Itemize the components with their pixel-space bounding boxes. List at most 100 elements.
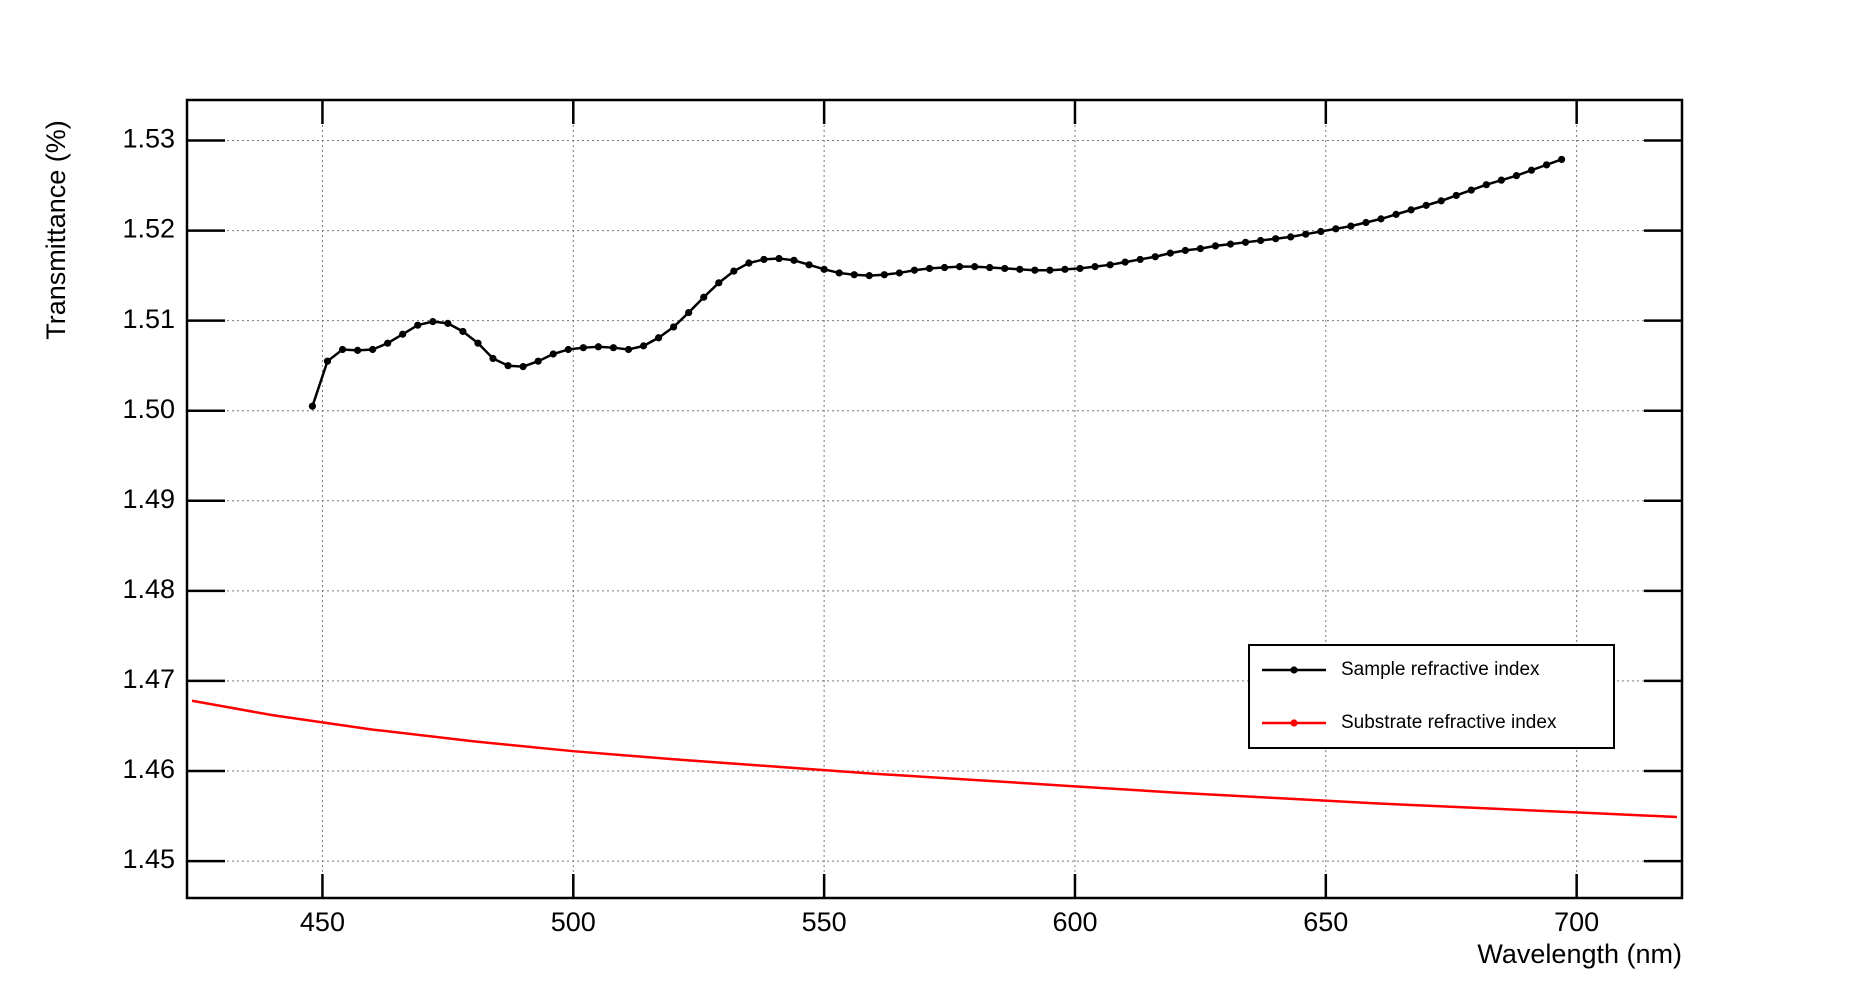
data-point <box>459 327 467 336</box>
y-tick-label: 1.49 <box>122 484 175 514</box>
data-point <box>670 323 678 331</box>
data-point <box>835 269 843 277</box>
data-point <box>910 266 919 274</box>
data-point <box>685 308 693 317</box>
data-point <box>971 263 979 271</box>
data-point <box>338 345 347 354</box>
data-point <box>1452 191 1460 200</box>
legend-box <box>1248 644 1615 749</box>
y-tick-label: 1.46 <box>122 754 175 784</box>
data-point <box>1287 233 1295 241</box>
data-point <box>925 264 934 273</box>
data-point <box>850 271 858 279</box>
x-tick-label: 700 <box>1554 907 1599 937</box>
data-point <box>775 254 783 263</box>
x-tick-label: 550 <box>802 907 847 937</box>
data-point <box>1542 161 1551 169</box>
data-point <box>474 339 482 347</box>
data-point <box>880 271 888 279</box>
data-point <box>1226 240 1235 248</box>
data-point <box>609 344 618 352</box>
data-point <box>1106 261 1114 269</box>
data-point <box>940 263 949 272</box>
data-point <box>1557 155 1566 164</box>
data-point <box>1166 249 1174 257</box>
data-point <box>955 263 964 271</box>
data-point <box>384 339 392 347</box>
data-point <box>1437 197 1445 205</box>
data-point <box>1392 210 1400 218</box>
y-axis-title: Transmittance (%) <box>41 120 71 340</box>
data-point <box>1482 181 1490 189</box>
data-point <box>865 272 873 280</box>
data-point <box>654 334 663 342</box>
data-point <box>1302 230 1310 238</box>
y-tick-label: 1.50 <box>122 394 175 424</box>
data-point <box>1136 255 1144 264</box>
data-point <box>1317 227 1325 236</box>
data-point <box>549 350 557 358</box>
data-point <box>429 317 437 326</box>
data-point <box>444 319 452 327</box>
data-point <box>820 265 828 273</box>
data-point <box>1332 225 1340 233</box>
data-point <box>323 357 332 365</box>
series-line <box>311 158 1563 407</box>
data-point <box>1422 201 1430 209</box>
data-point <box>1512 172 1521 180</box>
data-point <box>1362 218 1370 227</box>
y-tick-label: 1.45 <box>122 844 175 874</box>
y-tick-label: 1.48 <box>122 574 175 604</box>
data-point <box>1196 245 1204 253</box>
data-point <box>1211 242 1220 250</box>
data-point <box>1467 186 1475 194</box>
data-point <box>1091 263 1099 271</box>
data-point <box>700 293 708 301</box>
data-point <box>489 354 497 363</box>
data-point <box>1181 246 1189 255</box>
x-axis-title: Wavelength (nm) <box>1477 939 1682 969</box>
data-point <box>1407 206 1415 214</box>
data-point <box>534 357 542 365</box>
data-point <box>1272 235 1280 243</box>
data-point <box>790 256 798 264</box>
data-point <box>895 269 903 277</box>
x-tick-label: 500 <box>551 907 596 937</box>
data-point <box>1016 265 1024 273</box>
data-point <box>624 345 633 354</box>
data-point <box>639 342 648 350</box>
data-point <box>1061 265 1069 273</box>
data-point <box>504 362 512 370</box>
y-tick-label: 1.47 <box>122 664 175 694</box>
data-point <box>594 343 602 351</box>
plot-frame <box>185 98 1684 900</box>
data-point <box>399 330 407 338</box>
data-point <box>519 363 527 371</box>
data-point <box>1241 238 1250 246</box>
legend-label: Sample refractive index <box>1341 659 1540 680</box>
data-point <box>1001 264 1009 273</box>
data-point <box>308 402 317 410</box>
y-tick-label: 1.53 <box>122 124 175 154</box>
data-point <box>1256 236 1265 245</box>
legend-marker <box>1290 719 1298 727</box>
data-point <box>369 345 377 354</box>
data-point <box>564 345 572 354</box>
data-point <box>1347 222 1355 230</box>
data-point <box>1031 266 1039 274</box>
data-point <box>353 346 362 354</box>
data-point <box>1151 253 1159 261</box>
legend-marker <box>1290 666 1298 674</box>
data-point <box>805 261 813 269</box>
x-tick-label: 450 <box>300 907 345 937</box>
data-point <box>730 267 738 275</box>
y-tick-label: 1.52 <box>122 214 175 244</box>
data-point <box>760 255 768 264</box>
x-tick-label: 600 <box>1052 907 1097 937</box>
data-point <box>1377 215 1385 223</box>
data-point <box>986 263 994 272</box>
legend-label: Substrate refractive index <box>1341 712 1557 733</box>
data-point <box>579 344 587 352</box>
data-point <box>414 321 422 329</box>
